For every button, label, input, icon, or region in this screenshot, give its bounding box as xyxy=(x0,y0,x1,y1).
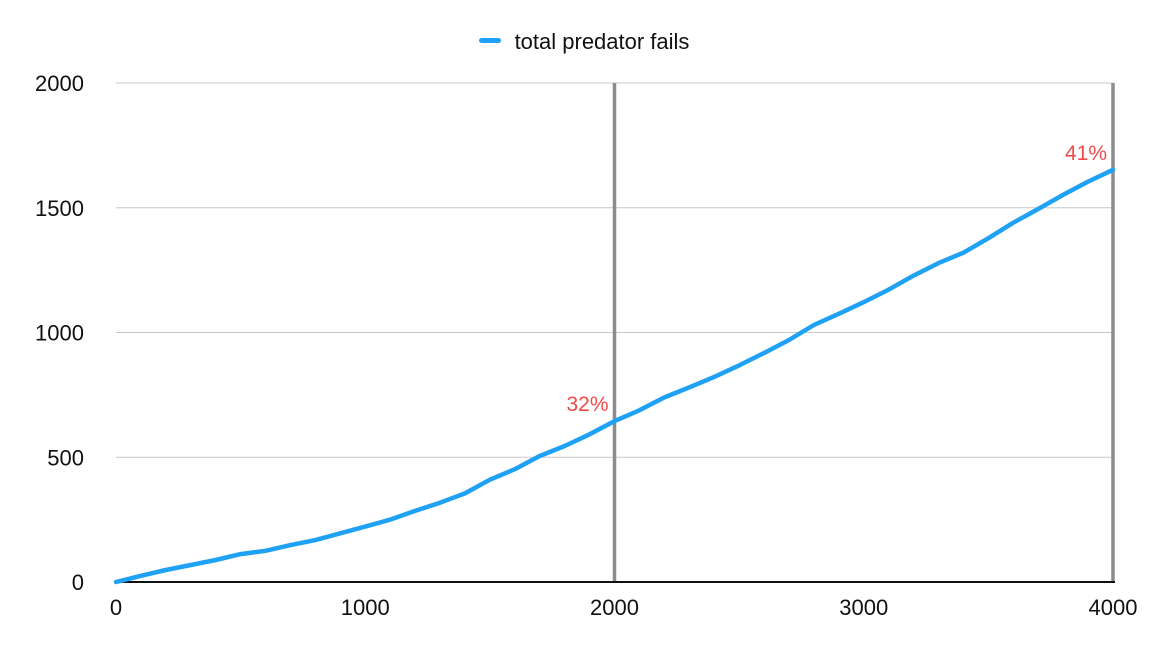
y-tick-label: 0 xyxy=(72,570,84,595)
x-tick-label: 1000 xyxy=(341,595,390,620)
y-tick-label: 1500 xyxy=(35,196,84,221)
vertical-markers xyxy=(612,83,1115,582)
legend-swatch xyxy=(478,37,501,43)
x-tick-label: 4000 xyxy=(1089,595,1138,620)
legend-label: total predator fails xyxy=(514,29,690,55)
y-tick-label: 500 xyxy=(47,445,84,470)
series-line-total-predator-fails xyxy=(113,167,1116,585)
y-tick-label: 1000 xyxy=(35,321,84,346)
annotation-labels: 32% 41% xyxy=(566,142,1107,416)
y-tick-label: 2000 xyxy=(35,71,84,96)
series-lines xyxy=(113,167,1116,585)
percentage-label: 32% xyxy=(566,393,608,416)
percentage-label: 41% xyxy=(1065,142,1107,165)
legend: total predator fails xyxy=(0,28,1168,55)
axes: 0 500 1000 1500 2000 0 1000 2000 3000 4000 xyxy=(35,71,1137,620)
x-tick-label: 0 xyxy=(110,595,122,620)
x-tick-label: 2000 xyxy=(590,595,639,620)
x-tick-label: 3000 xyxy=(839,595,888,620)
